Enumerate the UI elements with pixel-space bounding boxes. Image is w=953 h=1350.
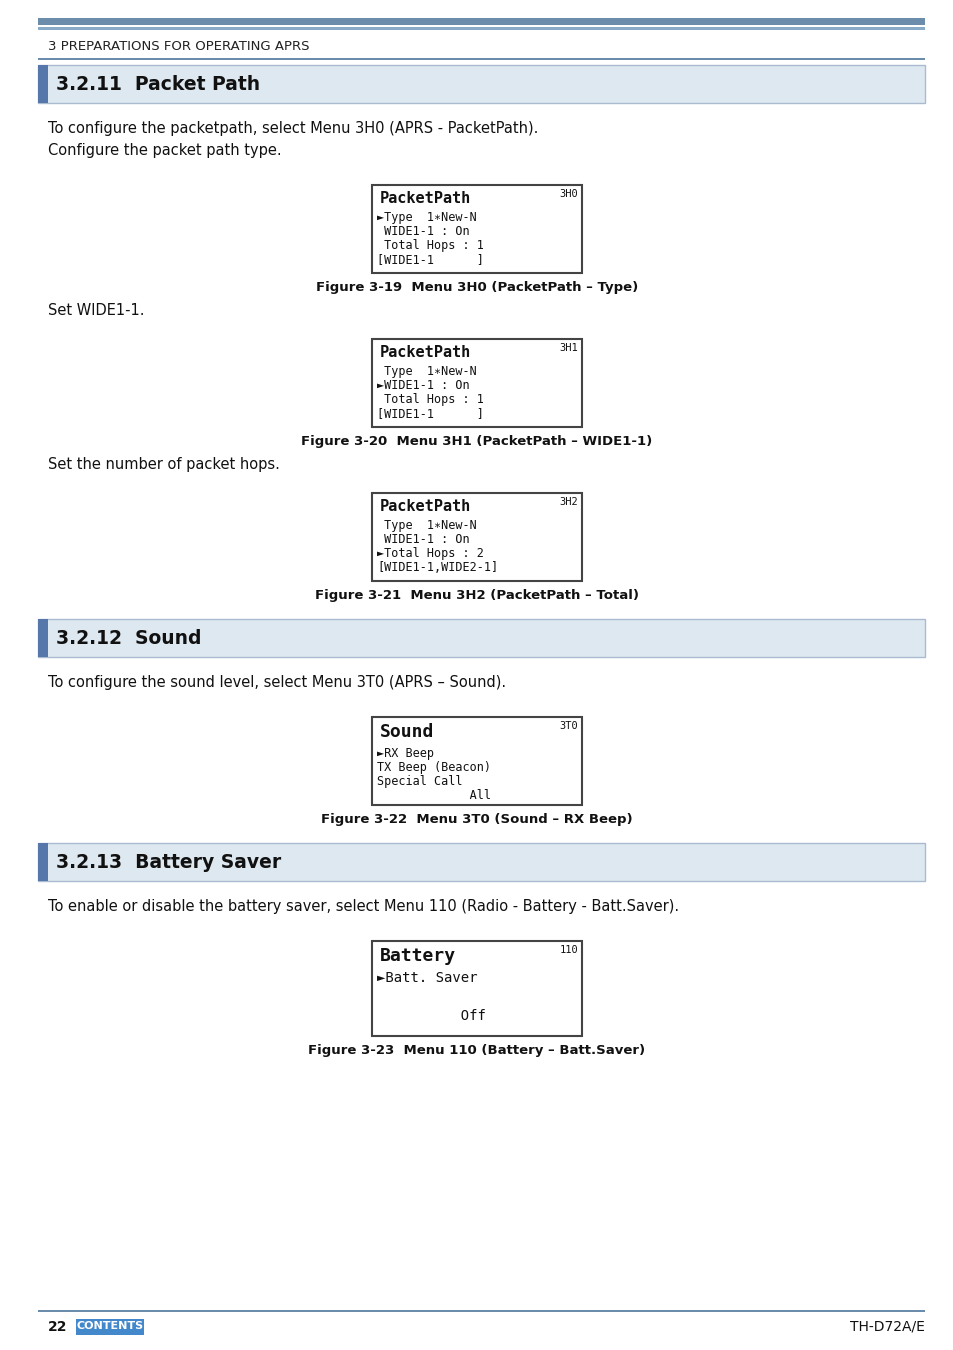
Text: 3H2: 3H2 [558, 497, 578, 508]
Text: 3.2.12  Sound: 3.2.12 Sound [56, 629, 201, 648]
Text: 3T0: 3T0 [558, 721, 578, 730]
Text: Figure 3-21  Menu 3H2 (PacketPath – Total): Figure 3-21 Menu 3H2 (PacketPath – Total… [314, 589, 639, 602]
Text: PacketPath: PacketPath [379, 190, 471, 207]
Text: Set the number of packet hops.: Set the number of packet hops. [48, 458, 279, 472]
Text: All: All [376, 788, 491, 802]
Bar [372, 941, 581, 1035]
Bar [38, 842, 924, 882]
Bar [372, 717, 581, 805]
Text: PacketPath: PacketPath [379, 346, 471, 360]
Text: Configure the packet path type.: Configure the packet path type. [48, 143, 281, 158]
Text: Figure 3-23  Menu 110 (Battery – Batt.Saver): Figure 3-23 Menu 110 (Battery – Batt.Sav… [308, 1044, 645, 1057]
Bar [38, 1310, 924, 1311]
Text: WIDE1-1 : On: WIDE1-1 : On [376, 225, 469, 238]
Text: 3H0: 3H0 [558, 189, 578, 198]
Text: PacketPath: PacketPath [379, 500, 471, 514]
Text: ►Total Hops : 2: ►Total Hops : 2 [376, 547, 483, 560]
Text: Type  1∗New-N: Type 1∗New-N [376, 518, 476, 532]
Bar [372, 493, 581, 580]
Text: [WIDE1-1      ]: [WIDE1-1 ] [376, 406, 483, 420]
Text: ►Batt. Saver: ►Batt. Saver [376, 971, 477, 986]
Text: Set WIDE1-1.: Set WIDE1-1. [48, 302, 144, 319]
Text: [WIDE1-1,WIDE2-1]: [WIDE1-1,WIDE2-1] [376, 562, 497, 574]
Bar [38, 65, 924, 103]
Text: 22: 22 [48, 1320, 68, 1334]
Text: CONTENTS: CONTENTS [76, 1322, 143, 1331]
Text: TX Beep (Beacon): TX Beep (Beacon) [376, 761, 491, 774]
Text: To configure the sound level, select Menu 3T0 (APRS – Sound).: To configure the sound level, select Men… [48, 675, 506, 690]
Text: 3 PREPARATIONS FOR OPERATING APRS: 3 PREPARATIONS FOR OPERATING APRS [48, 40, 309, 53]
Text: ►RX Beep: ►RX Beep [376, 747, 434, 760]
Text: 110: 110 [558, 945, 578, 954]
Text: Total Hops : 1: Total Hops : 1 [376, 239, 483, 252]
Bar [38, 620, 924, 657]
Bar [372, 339, 581, 427]
Bar [38, 58, 924, 59]
Text: ►WIDE1-1 : On: ►WIDE1-1 : On [376, 379, 469, 391]
Bar [38, 620, 48, 657]
Bar [38, 18, 924, 26]
Bar [38, 65, 48, 103]
Text: 3.2.11  Packet Path: 3.2.11 Packet Path [56, 74, 260, 93]
Bar [38, 27, 924, 30]
Text: Figure 3-19  Menu 3H0 (PacketPath – Type): Figure 3-19 Menu 3H0 (PacketPath – Type) [315, 281, 638, 294]
Text: Total Hops : 1: Total Hops : 1 [376, 393, 483, 406]
Text: [WIDE1-1      ]: [WIDE1-1 ] [376, 252, 483, 266]
Text: Figure 3-22  Menu 3T0 (Sound – RX Beep): Figure 3-22 Menu 3T0 (Sound – RX Beep) [321, 813, 632, 826]
Text: Figure 3-20  Menu 3H1 (PacketPath – WIDE1-1): Figure 3-20 Menu 3H1 (PacketPath – WIDE1… [301, 435, 652, 448]
Bar [76, 1319, 144, 1335]
Text: TH-D72A/E: TH-D72A/E [849, 1320, 924, 1334]
Text: 3H1: 3H1 [558, 343, 578, 352]
Text: To configure the packetpath, select Menu 3H0 (APRS - PacketPath).: To configure the packetpath, select Menu… [48, 122, 537, 136]
Text: 3.2.13  Battery Saver: 3.2.13 Battery Saver [56, 852, 281, 872]
Bar [372, 185, 581, 273]
Text: Type  1∗New-N: Type 1∗New-N [376, 364, 476, 378]
Text: ►Type  1∗New-N: ►Type 1∗New-N [376, 211, 476, 224]
Text: Sound: Sound [379, 724, 434, 741]
Text: Off: Off [376, 1008, 485, 1023]
Text: Battery: Battery [379, 946, 456, 965]
Text: WIDE1-1 : On: WIDE1-1 : On [376, 533, 469, 545]
Text: To enable or disable the battery saver, select Menu 110 (Radio - Battery - Batt.: To enable or disable the battery saver, … [48, 899, 679, 914]
Text: Special Call: Special Call [376, 775, 462, 788]
Bar [38, 842, 48, 882]
